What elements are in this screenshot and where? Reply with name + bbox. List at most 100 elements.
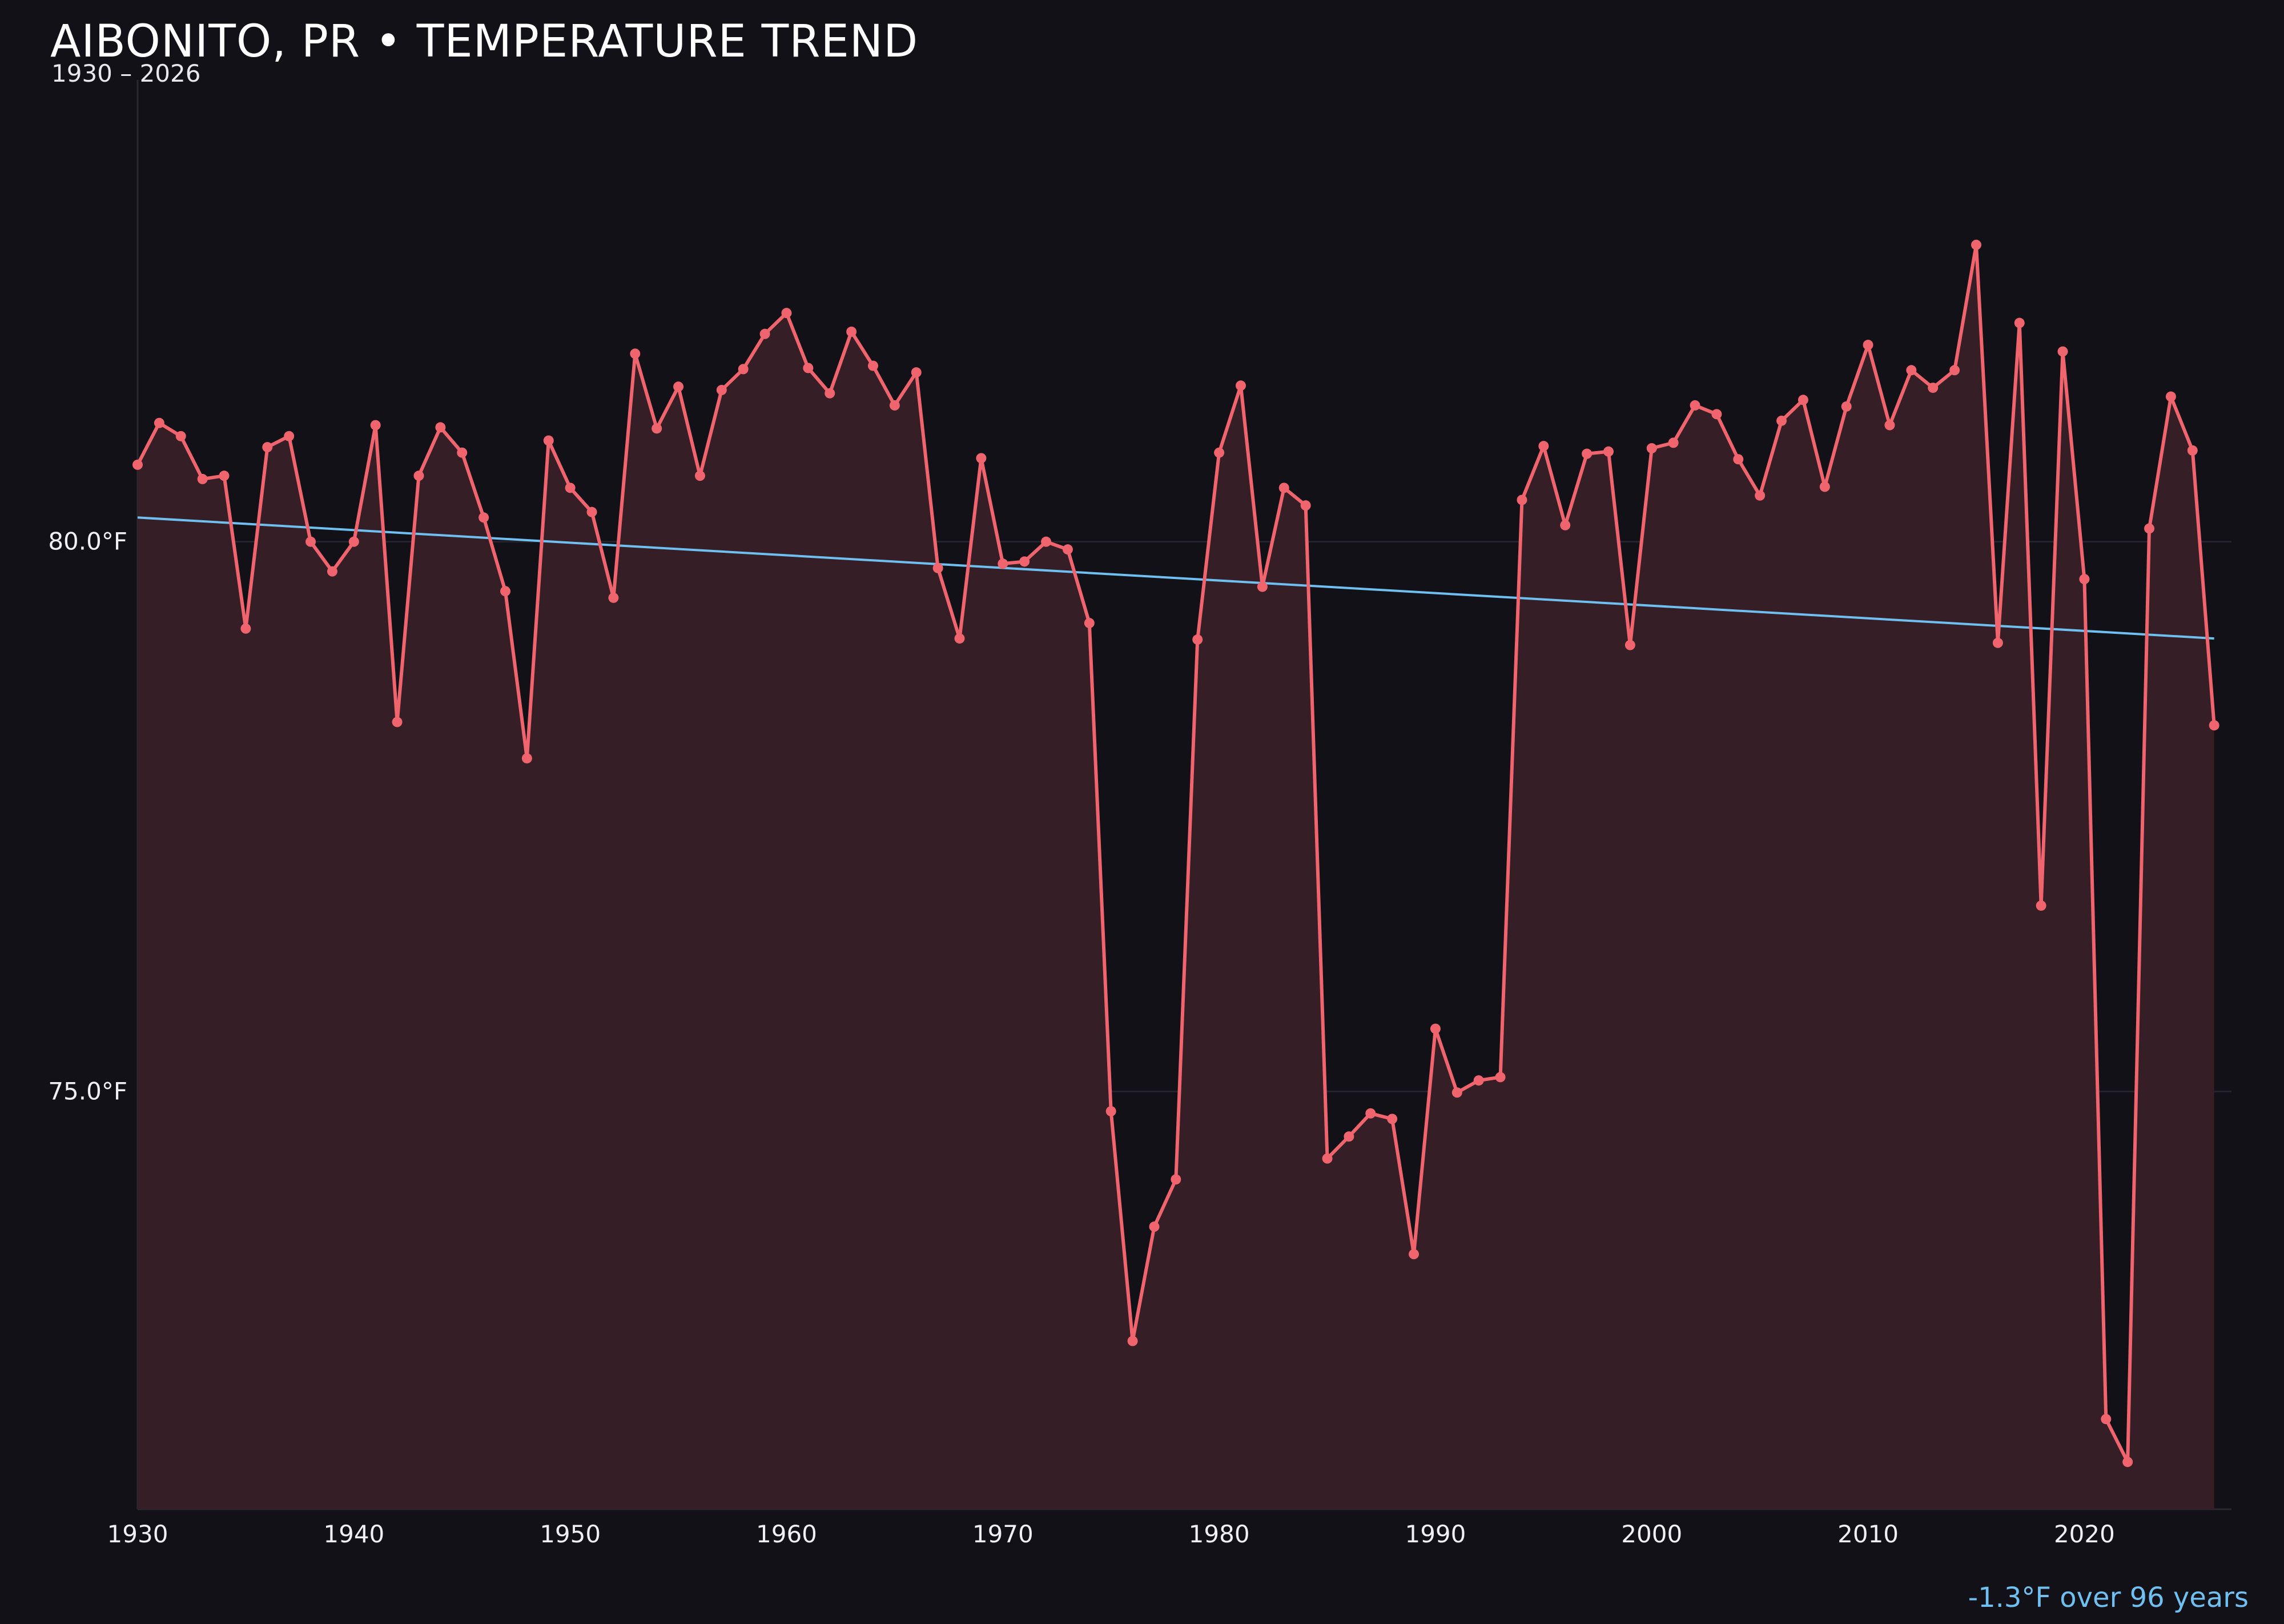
data-point-1944 xyxy=(435,422,446,433)
x-tick-label: 2010 xyxy=(1837,1520,1899,1548)
data-point-1967 xyxy=(932,562,943,573)
data-point-1947 xyxy=(500,586,510,597)
data-point-2001 xyxy=(1668,437,1679,448)
data-point-1938 xyxy=(305,536,316,547)
trend-summary: -1.3°F over 96 years xyxy=(1968,1582,2249,1614)
data-point-1991 xyxy=(1451,1087,1462,1098)
data-point-1983 xyxy=(1278,483,1289,493)
area-fill xyxy=(138,244,2214,1510)
data-point-1953 xyxy=(630,348,641,359)
data-point-1962 xyxy=(825,388,835,399)
data-point-1989 xyxy=(1409,1249,1420,1260)
data-point-1980 xyxy=(1214,447,1225,458)
data-point-2024 xyxy=(2165,391,2176,402)
data-point-1975 xyxy=(1105,1106,1116,1117)
data-point-2022 xyxy=(2122,1457,2133,1468)
x-tick-label: 1940 xyxy=(323,1520,384,1548)
x-tick-label: 1950 xyxy=(540,1520,601,1548)
data-point-1987 xyxy=(1365,1108,1376,1119)
data-point-1979 xyxy=(1192,634,1203,645)
x-tick-label: 1980 xyxy=(1189,1520,1250,1548)
data-point-1966 xyxy=(911,367,922,378)
x-tick-labels: 1930 1940 1950 1960 1970 1980 1990 2000 2010 2020 xyxy=(107,1520,2115,1548)
data-point-2012 xyxy=(1906,365,1917,376)
data-point-1943 xyxy=(413,471,424,481)
data-point-1977 xyxy=(1149,1221,1160,1232)
data-point-1981 xyxy=(1235,380,1246,391)
data-point-2021 xyxy=(2101,1414,2112,1425)
data-point-2006 xyxy=(1776,415,1787,426)
data-point-1986 xyxy=(1344,1131,1354,1142)
data-point-2019 xyxy=(2057,346,2068,357)
data-point-1941 xyxy=(370,420,381,431)
data-point-1942 xyxy=(392,717,403,727)
y-tick-label: 75.0°F xyxy=(48,1077,127,1105)
data-point-2002 xyxy=(1690,400,1700,411)
area-fill-shape xyxy=(138,244,2214,1510)
data-point-1932 xyxy=(175,431,186,441)
y-tick-label: 80.0°F xyxy=(48,528,127,556)
data-point-1997 xyxy=(1582,448,1593,459)
data-point-2014 xyxy=(1949,365,1960,376)
data-point-2017 xyxy=(2014,317,2025,328)
data-point-1970 xyxy=(998,558,1008,569)
data-point-2015 xyxy=(1971,239,1981,250)
data-point-2023 xyxy=(2144,523,2155,534)
x-tick-label: 1970 xyxy=(972,1520,1034,1548)
data-point-1994 xyxy=(1517,495,1527,505)
data-point-1971 xyxy=(1019,556,1030,567)
data-point-1948 xyxy=(521,753,532,763)
data-point-1959 xyxy=(759,328,770,339)
data-point-2007 xyxy=(1798,395,1808,405)
data-point-1952 xyxy=(608,592,619,603)
data-point-2008 xyxy=(1819,481,1830,492)
data-point-2020 xyxy=(2079,574,2090,585)
data-point-2010 xyxy=(1863,340,1873,351)
data-point-1957 xyxy=(716,384,727,395)
data-point-1958 xyxy=(738,364,749,375)
data-point-1931 xyxy=(154,417,164,428)
data-point-1969 xyxy=(976,453,987,464)
data-point-1993 xyxy=(1495,1072,1506,1083)
y-tick-labels: 75.0°F 80.0°F xyxy=(48,528,127,1106)
data-point-2003 xyxy=(1711,409,1722,420)
data-point-1978 xyxy=(1171,1174,1181,1185)
data-point-1974 xyxy=(1084,618,1095,629)
data-point-1963 xyxy=(846,326,857,337)
data-point-2004 xyxy=(1733,454,1744,465)
data-point-2000 xyxy=(1646,443,1657,454)
data-point-1976 xyxy=(1127,1336,1138,1346)
data-point-1939 xyxy=(327,566,337,577)
data-point-1936 xyxy=(262,442,273,453)
data-point-1964 xyxy=(867,360,878,371)
x-tick-label: 1930 xyxy=(107,1520,168,1548)
data-point-1992 xyxy=(1473,1075,1484,1086)
data-point-1933 xyxy=(197,473,208,484)
data-point-1951 xyxy=(586,507,597,517)
data-point-1985 xyxy=(1322,1153,1333,1164)
data-point-1950 xyxy=(565,483,576,493)
data-point-1935 xyxy=(240,623,251,634)
data-point-1998 xyxy=(1603,446,1614,457)
data-point-2013 xyxy=(1928,383,1939,393)
data-point-1968 xyxy=(954,633,965,644)
x-tick-label: 1990 xyxy=(1405,1520,1466,1548)
data-point-1984 xyxy=(1300,500,1311,511)
data-point-1965 xyxy=(889,400,900,411)
data-point-1988 xyxy=(1387,1114,1398,1124)
data-point-1955 xyxy=(673,381,684,392)
x-tick-label: 1960 xyxy=(756,1520,817,1548)
trend-line xyxy=(137,516,2214,640)
chart-title: AIBONITO, PR • TEMPERATURE TREND xyxy=(50,16,919,67)
data-point-1995 xyxy=(1538,441,1549,452)
trend-line-segment xyxy=(137,516,2214,640)
data-point-1972 xyxy=(1041,536,1052,547)
data-point-1961 xyxy=(803,363,814,373)
data-point-1937 xyxy=(284,431,295,441)
data-point-1960 xyxy=(781,308,792,319)
data-point-2016 xyxy=(1992,637,2003,648)
data-point-2018 xyxy=(2036,900,2046,911)
series-points xyxy=(132,239,2219,1468)
chart-subtitle: 1930 – 2026 xyxy=(51,59,201,87)
